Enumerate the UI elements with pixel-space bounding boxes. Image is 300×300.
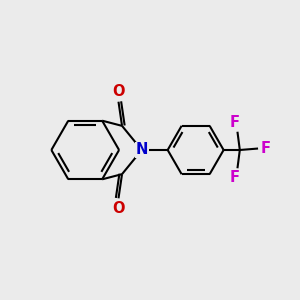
Text: F: F <box>260 141 270 156</box>
Text: F: F <box>230 170 240 185</box>
Text: O: O <box>112 84 125 99</box>
Text: N: N <box>136 142 148 158</box>
Text: O: O <box>112 201 125 216</box>
Text: F: F <box>230 115 240 130</box>
